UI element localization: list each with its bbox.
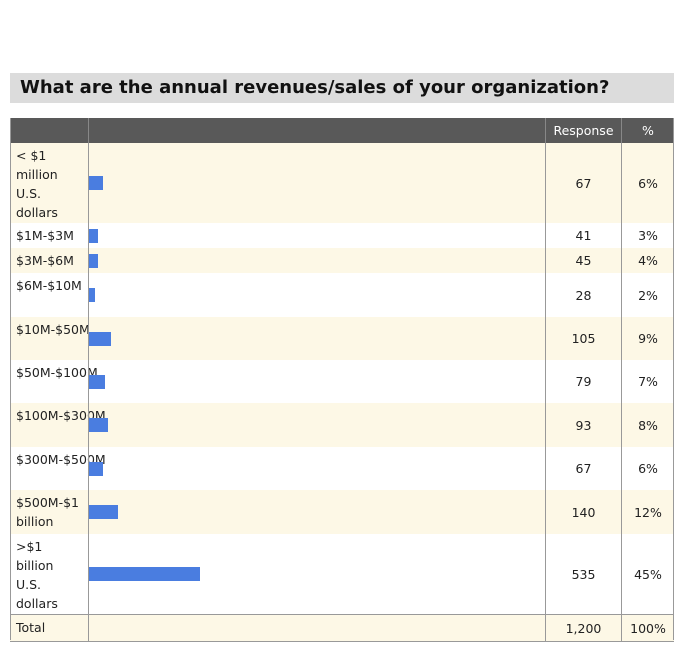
response-value: 93 — [545, 403, 621, 447]
bar-cell — [88, 447, 545, 490]
response-value: 535 — [545, 534, 621, 614]
bar-cell — [88, 248, 545, 273]
bar — [89, 331, 111, 346]
percent-value: 6% — [621, 143, 674, 223]
percent-value: 12% — [621, 490, 674, 534]
response-value: 45 — [545, 248, 621, 273]
table-row: $500M-$1 billion 140 12% — [10, 490, 674, 534]
row-label: $300M-$500M — [16, 452, 106, 467]
header-row: Response % — [10, 118, 674, 143]
bar — [89, 176, 103, 190]
total-percent: 100% — [621, 615, 674, 641]
table-row: $50M-$100M 79 7% — [10, 360, 674, 403]
response-value: 79 — [545, 360, 621, 403]
bar-cell — [88, 615, 545, 641]
table-row: $300M-$500M 67 6% — [10, 447, 674, 490]
table-row: $3M-$6M 45 4% — [10, 248, 674, 273]
response-value: 41 — [545, 223, 621, 248]
bar-cell — [88, 360, 545, 403]
row-label: $1M-$3M — [16, 228, 74, 243]
bar — [89, 374, 106, 389]
response-value: 28 — [545, 273, 621, 317]
bar-cell — [88, 223, 545, 248]
bar — [89, 567, 200, 581]
total-response: 1,200 — [545, 615, 621, 641]
response-value: 67 — [545, 447, 621, 490]
percent-value: 2% — [621, 273, 674, 317]
percent-value: 45% — [621, 534, 674, 614]
bar — [89, 505, 119, 519]
bar — [89, 461, 103, 476]
percent-value: 7% — [621, 360, 674, 403]
row-label: >$1 billion U.S. dollars — [16, 539, 58, 611]
table-row: >$1 billion U.S. dollars 535 45% — [10, 534, 674, 614]
header-cell: Response — [545, 118, 621, 143]
percent-value: 9% — [621, 317, 674, 360]
bar — [89, 253, 99, 268]
bar — [89, 288, 95, 302]
table-row: $6M-$10M 28 2% — [10, 273, 674, 317]
row-label: $10M-$50M — [16, 322, 90, 337]
table-row: $100M-$300M 93 8% — [10, 403, 674, 447]
header-cell: % — [621, 118, 674, 143]
bar-cell — [88, 490, 545, 534]
table: Response % < $1 million U.S. dollars 67 6%… — [10, 118, 674, 642]
response-value: 140 — [545, 490, 621, 534]
percent-value: 3% — [621, 223, 674, 248]
header-cell — [10, 118, 88, 143]
table-row: < $1 million U.S. dollars 67 6% — [10, 143, 674, 223]
percent-value: 4% — [621, 248, 674, 273]
table-row: $1M-$3M 41 3% — [10, 223, 674, 248]
bar-cell — [88, 317, 545, 360]
row-label: $3M-$6M — [16, 253, 74, 268]
bar — [89, 418, 109, 432]
percent-value: 6% — [621, 447, 674, 490]
row-label: $500M-$1 billion — [16, 495, 80, 529]
row-label: $6M-$10M — [16, 278, 82, 293]
table-row: $10M-$50M 105 9% — [10, 317, 674, 360]
title: What are the annual revenues/sales of yo… — [10, 73, 674, 103]
row-label: < $1 million U.S. dollars — [16, 148, 58, 220]
response-value: 67 — [545, 143, 621, 223]
bar-cell — [88, 403, 545, 447]
bar — [89, 228, 98, 243]
header-cell — [88, 118, 545, 143]
bar-cell — [88, 273, 545, 317]
bar-cell — [88, 143, 545, 223]
percent-value: 8% — [621, 403, 674, 447]
total-row: Total 1,200 100% — [10, 614, 674, 642]
response-value: 105 — [545, 317, 621, 360]
row-label: $100M-$300M — [16, 408, 106, 423]
total-label: Total — [16, 620, 46, 635]
row-label: $50M-$100M — [16, 365, 98, 380]
bar-cell — [88, 534, 545, 614]
